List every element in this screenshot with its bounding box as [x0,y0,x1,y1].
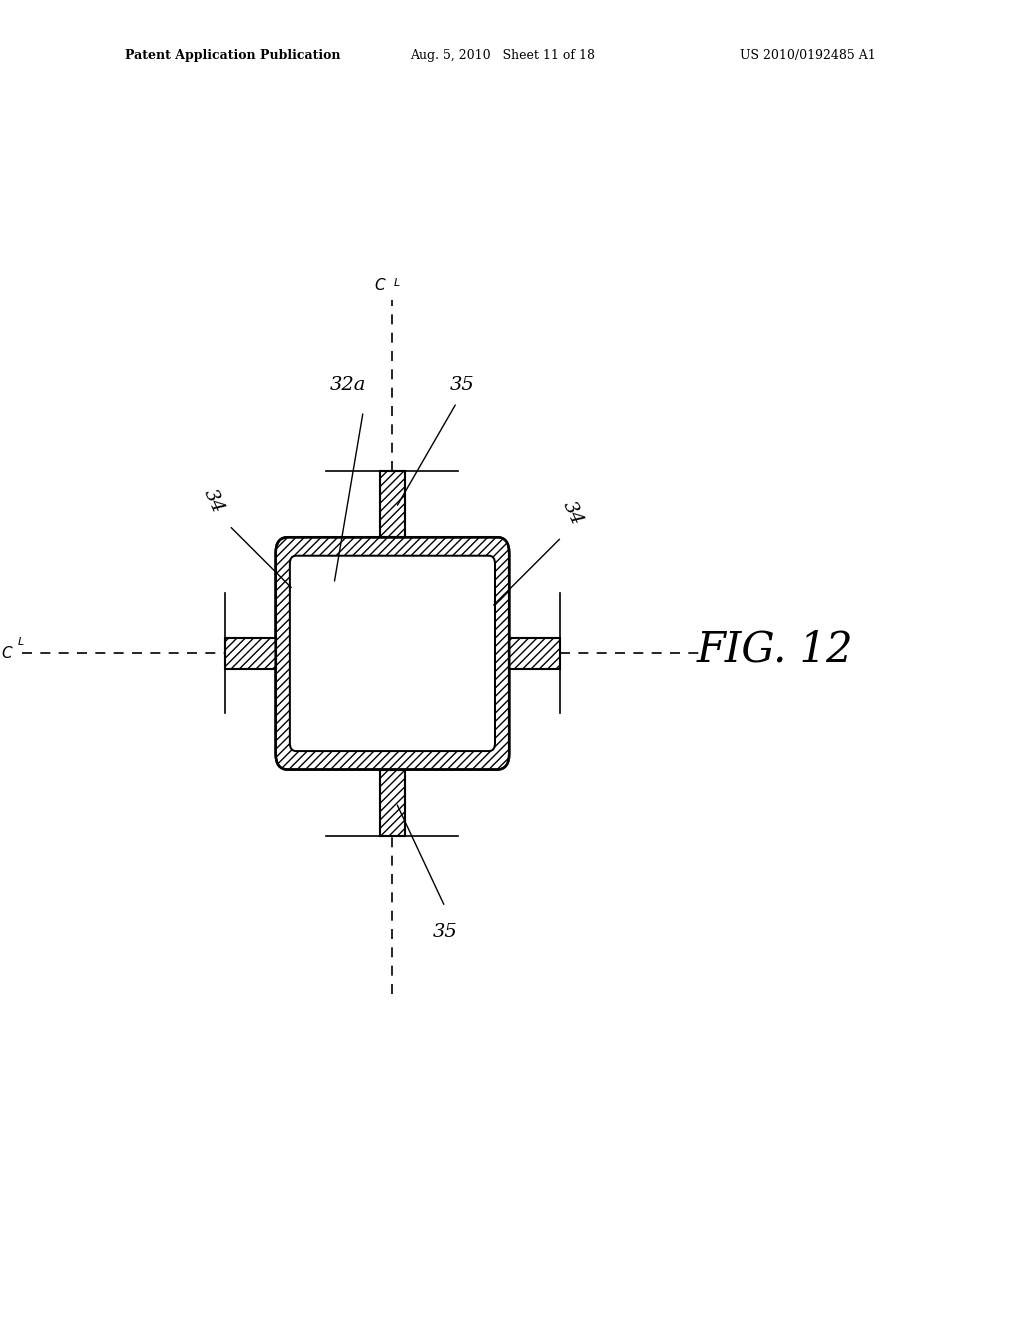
Bar [509,638,560,669]
Text: FIG. 12: FIG. 12 [697,628,854,671]
Text: US 2010/0192485 A1: US 2010/0192485 A1 [739,49,876,62]
Text: Patent Application Publication: Patent Application Publication [125,49,341,62]
Text: $\it{C}$: $\it{C}$ [1,645,13,661]
Text: $\it{C}$: $\it{C}$ [374,277,386,293]
Text: $\it{L}$: $\it{L}$ [16,635,25,647]
Text: $\it{L}$: $\it{L}$ [393,276,401,288]
Text: 34: 34 [559,498,586,528]
FancyBboxPatch shape [275,537,509,770]
Bar [380,770,404,836]
Bar [225,638,275,669]
Text: Aug. 5, 2010   Sheet 11 of 18: Aug. 5, 2010 Sheet 11 of 18 [410,49,595,62]
Bar [380,471,404,537]
Bar [380,770,404,836]
Text: 34: 34 [200,486,226,516]
Bar [225,638,275,669]
Text: 35: 35 [451,376,475,393]
Bar [509,638,560,669]
FancyBboxPatch shape [290,556,495,751]
Text: 32a: 32a [330,376,367,393]
Text: 35: 35 [432,923,458,941]
Bar [380,471,404,537]
